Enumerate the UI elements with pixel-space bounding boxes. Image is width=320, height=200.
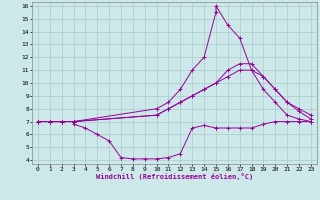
- X-axis label: Windchill (Refroidissement éolien,°C): Windchill (Refroidissement éolien,°C): [96, 173, 253, 180]
